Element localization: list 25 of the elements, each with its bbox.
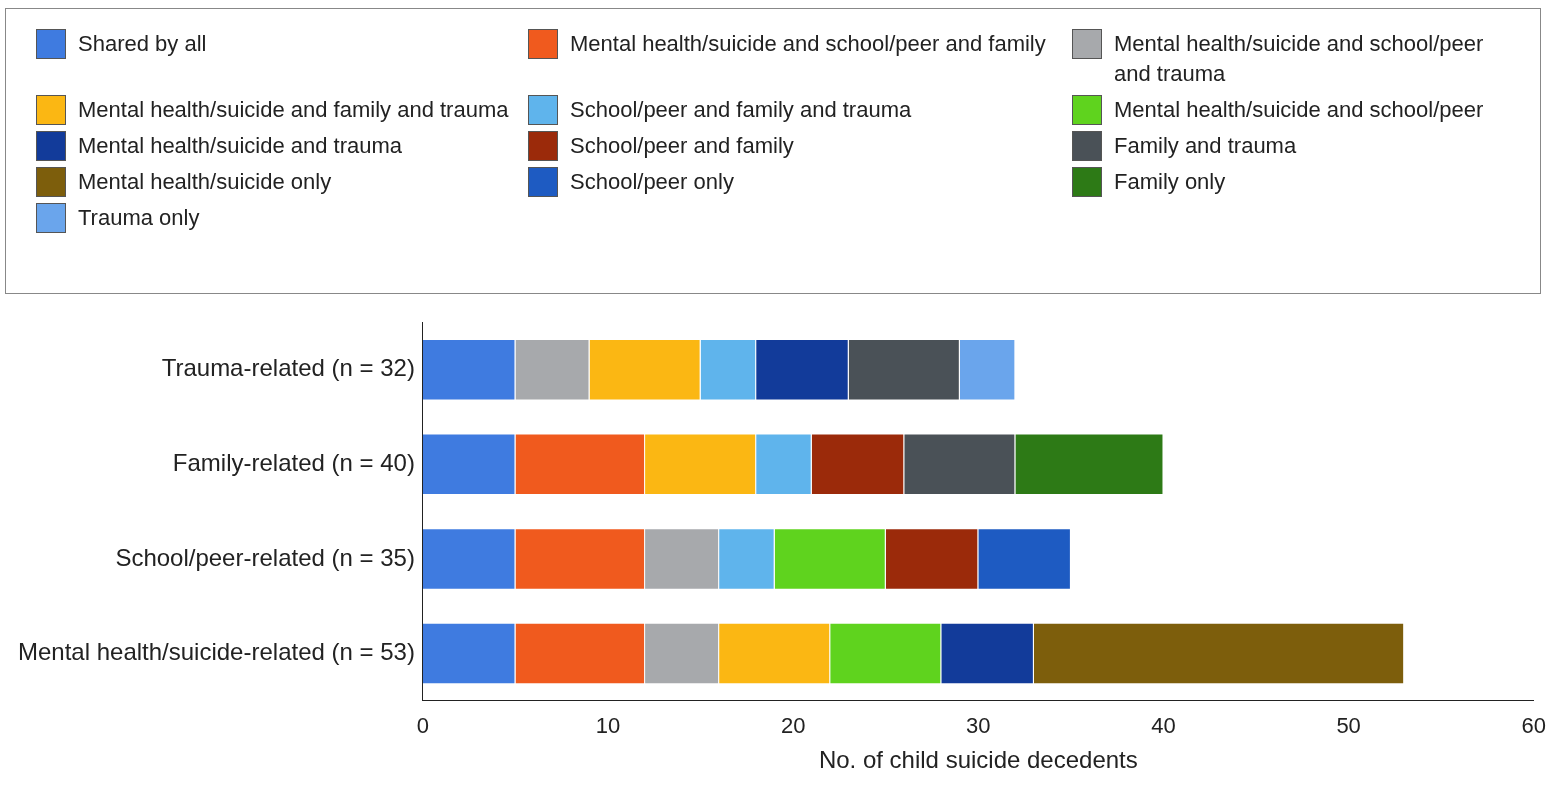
legend-label: Mental health/suicide and trauma [78,132,403,160]
y-tick-label: School/peer-related (n = 35) [115,543,415,571]
x-tick-label: 50 [1336,713,1361,739]
legend-label: Mental health/suicide only [78,168,332,196]
x-tick-label: 30 [966,713,991,739]
legend-label: School/peer and family and trauma [570,96,912,124]
x-tick-label: 10 [595,713,621,739]
legend-label: Family only [1114,168,1226,196]
legend-label: School/peer and family [570,132,794,160]
legend-label: Mental health/suicide and school/peer and family [570,30,1046,58]
y-tick-label: Mental health/suicide-related (n = 53) [18,638,415,666]
y-tick-label: Family-related (n = 40) [172,448,415,476]
legend-label: Mental health/suicide and family and trauma [78,96,509,124]
legend-label: Mental health/suicide and school/peer [1114,96,1484,124]
x-tick-label: 40 [1151,713,1176,739]
x-tick-label: 20 [780,713,806,739]
y-tick-label: Trauma-related (n = 32) [161,354,415,382]
legend-label: Shared by all [78,30,207,58]
legend-label: Family and trauma [1114,132,1297,160]
legend-label: Mental health/suicide and school/peer and trauma [1114,30,1485,88]
legend-label: Trauma only [78,204,200,232]
x-tick-label: 60 [1521,713,1547,739]
x-axis-title: No. of child suicide decedents [818,746,1138,774]
legend-label: School/peer only [570,168,734,196]
x-tick-label: 0 [416,713,430,739]
